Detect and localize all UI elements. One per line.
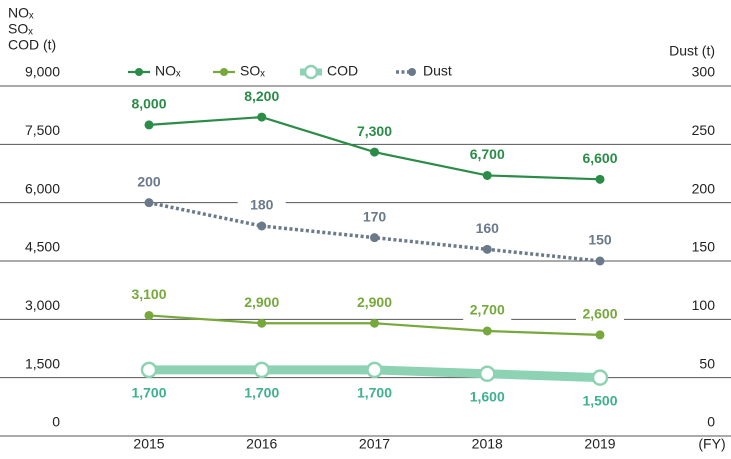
point	[257, 318, 267, 328]
point	[595, 330, 605, 340]
y-tick-label: 0	[52, 414, 60, 430]
value-label: 180	[250, 197, 274, 213]
legend-label: SOₓ	[240, 63, 265, 79]
y-axis-label: NOₓ	[8, 5, 34, 21]
x-tick-label: 2016	[246, 436, 277, 452]
label-bg	[576, 232, 624, 250]
value-label: 1,600	[470, 388, 505, 404]
value-label: 1,700	[244, 385, 279, 401]
y2-tick-label: 200	[692, 180, 716, 196]
y2-tick-label: 0	[707, 414, 715, 430]
y-tick-label: 4,500	[25, 239, 60, 255]
point	[482, 326, 492, 336]
label-bg	[350, 123, 399, 142]
y2-tick-label: 100	[692, 297, 716, 313]
legend-label: COD	[327, 63, 358, 79]
label-bg	[237, 197, 286, 215]
label-bg	[125, 384, 173, 403]
legend-marker	[408, 68, 416, 76]
point	[253, 361, 270, 379]
point	[257, 112, 267, 122]
legend-marker	[135, 68, 143, 76]
value-label: 2,900	[244, 294, 279, 310]
y2-axis-label: Dust (t)	[669, 43, 715, 59]
label-bg	[576, 150, 624, 169]
point	[595, 174, 605, 184]
y-tick-label: 3,000	[25, 297, 60, 313]
x-tick-label: 2017	[359, 436, 390, 452]
y2-tick-label: 150	[692, 239, 716, 255]
label-bg	[463, 146, 512, 165]
legend-label: Dust	[423, 63, 452, 79]
x-tick-label: 2015	[133, 436, 164, 452]
point	[257, 221, 267, 231]
label-bg	[350, 384, 399, 403]
legend-marker	[220, 68, 228, 76]
point	[144, 310, 154, 320]
point	[595, 256, 605, 266]
label-bg	[463, 302, 512, 320]
value-label: 200	[137, 173, 161, 189]
y-axis-label: COD (t)	[8, 37, 56, 53]
label-bg	[576, 305, 624, 324]
point	[144, 120, 154, 130]
value-label: 8,200	[244, 88, 279, 104]
label-bg	[350, 294, 399, 313]
value-label: 150	[588, 232, 612, 248]
point	[366, 361, 383, 379]
value-label: 3,100	[131, 286, 166, 302]
point	[144, 198, 154, 208]
label-bg	[463, 388, 512, 407]
label-bg	[125, 95, 173, 114]
value-label: 8,000	[131, 96, 166, 112]
x-tick-label: 2019	[584, 436, 615, 452]
value-label: 160	[476, 220, 500, 236]
x-axis-label: (FY)	[698, 436, 725, 452]
value-label: 6,700	[470, 146, 505, 162]
label-bg	[125, 286, 173, 305]
label-bg	[237, 88, 286, 107]
y-tick-label: 7,500	[25, 122, 60, 138]
legend-label: NOₓ	[155, 63, 181, 79]
y-axis-label: SOₓ	[8, 21, 33, 37]
label-bg	[237, 294, 286, 313]
value-label: 2,900	[357, 294, 392, 310]
y-tick-label: 9,000	[25, 64, 60, 80]
value-label: 2,600	[582, 306, 617, 322]
label-bg	[125, 173, 173, 192]
point	[140, 361, 158, 379]
value-label: 6,600	[582, 150, 617, 166]
value-label: 1,700	[131, 385, 166, 401]
label-bg	[237, 384, 286, 403]
point	[370, 147, 379, 157]
y2-tick-label: 50	[699, 355, 715, 371]
point	[591, 369, 609, 386]
value-label: 170	[363, 208, 387, 224]
point	[370, 318, 379, 328]
x-tick-label: 2018	[472, 436, 503, 452]
y2-tick-label: 300	[692, 64, 716, 80]
point	[479, 365, 496, 383]
y-tick-label: 1,500	[25, 355, 60, 371]
label-bg	[463, 220, 512, 239]
y2-tick-label: 250	[692, 122, 716, 138]
label-bg	[350, 208, 399, 227]
y-tick-label: 6,000	[25, 180, 60, 196]
label-bg	[576, 392, 624, 411]
value-label: 2,700	[470, 302, 505, 318]
point	[482, 244, 492, 254]
value-label: 1,500	[582, 392, 617, 408]
value-label: 1,700	[357, 385, 392, 401]
value-label: 7,300	[357, 123, 392, 139]
legend-marker	[303, 64, 319, 80]
point	[370, 233, 379, 243]
point	[482, 170, 492, 180]
